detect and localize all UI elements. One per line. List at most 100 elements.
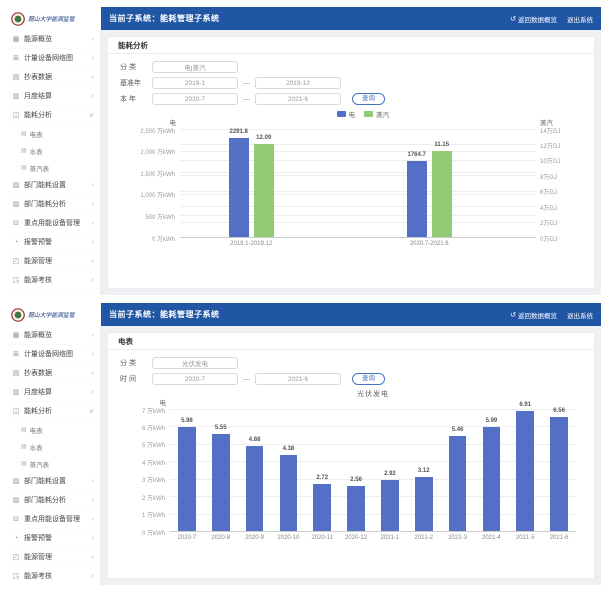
sidebar-item-11[interactable]: ◳ 能源考核 ‹ (6, 567, 100, 585)
sidebar-item-label: 月度结算 (24, 93, 52, 100)
sidebar-item-3[interactable]: ▤ 抄表数据 ‹ (6, 364, 100, 383)
sidebar-item-11[interactable]: ◳ 能源考核 ‹ (6, 271, 100, 290)
sidebar-item-label: 月度结算 (24, 389, 52, 396)
sidebar-item-5[interactable]: ◫ 能耗分析 ∨ (6, 106, 100, 125)
bar-electricity (406, 160, 427, 237)
gridline (170, 478, 576, 480)
dept-analysis-icon: ▨ (12, 201, 20, 208)
legend-item[interactable]: 电 (336, 109, 355, 119)
logout-link[interactable]: 退出系统 (567, 14, 593, 24)
sidebar-subitem-label: 水表 (29, 444, 43, 452)
return-overview-link[interactable]: ↺ 返回数据概览 (510, 14, 557, 24)
x-axis-category-label: 2020-11 (311, 535, 334, 541)
y-axis-tick-label: 0 万kWh (151, 236, 175, 243)
university-emblem-icon (11, 307, 25, 322)
sidebar-item-label: 部门能耗设置 (24, 478, 66, 485)
gridline (180, 144, 536, 146)
sidebar-subitem[interactable]: ▤ 电表 (6, 421, 100, 438)
sidebar-item-10[interactable]: ◰ 能源管理 ‹ (6, 252, 100, 271)
gridline (170, 513, 576, 515)
chevron-left-icon: ‹ (91, 369, 94, 377)
legend-item[interactable]: 蒸汽 (364, 109, 389, 119)
sidebar-subitem[interactable]: ▤ 电表 (6, 125, 100, 142)
bar-value-label: 5.99 (485, 417, 498, 424)
y-axis-tick-label: 6 万kWh (141, 425, 165, 432)
sidebar-item-9[interactable]: ◔ 报警预警 ‹ (6, 529, 100, 548)
x-axis-category-label: 2021-5 (515, 535, 535, 541)
sidebar-item-1[interactable]: ▦ 能源概览 ‹ (6, 326, 100, 345)
return-overview-link[interactable]: ↺ 返回数据概览 (510, 310, 557, 320)
main-area: 能耗分析 分 类 基准年 — 本 年 — (101, 30, 601, 295)
x-axis-category-label: 2021-4 (482, 535, 501, 541)
x-axis-category-label: 2020-8 (211, 535, 231, 541)
current-from-input[interactable] (152, 93, 238, 105)
sidebar-subitem[interactable]: ▤ 蒸汽表 (6, 159, 100, 176)
sidebar-item-label: 能耗分析 (24, 408, 52, 415)
sidebar-item-6[interactable]: ▧ 部门能耗设置 ‹ (6, 176, 100, 195)
logout-link[interactable]: 退出系统 (567, 310, 593, 320)
left-axis-title: 电 (169, 120, 177, 127)
logout-label: 退出系统 (567, 16, 593, 24)
search-button[interactable]: 查询 (352, 373, 385, 385)
logo-text: 麓山大学能源监管 (28, 17, 75, 23)
bar-value-label: 1764.7 (407, 151, 426, 158)
sidebar-subitem-label: 蒸汽表 (29, 461, 50, 469)
y-axis-tick-label: 0 万kWh (141, 530, 165, 537)
sidebar-item-9[interactable]: ◔ 报警预警 ‹ (6, 233, 100, 252)
current-year-row: 本 年 — 查询 (120, 93, 582, 105)
sidebar-item-2[interactable]: ⊞ 计量设备网络图 ‹ (6, 345, 100, 364)
sidebar-item-label: 部门能耗分析 (24, 497, 66, 504)
sidebar-item-8[interactable]: ⊟ 重点用能设备管理 ‹ (6, 510, 100, 529)
alarm-icon: ◔ (13, 534, 19, 542)
right-axis-title: 蒸汽 (540, 120, 553, 127)
bar-value-label: 11.15 (434, 141, 450, 148)
search-button[interactable]: 查询 (352, 93, 385, 105)
y-axis-tick-label: 1,000 万kWh (140, 193, 175, 200)
sidebar-item-8[interactable]: ⊟ 重点用能设备管理 ‹ (6, 214, 100, 233)
sidebar-item-2[interactable]: ⊞ 计量设备网络图 ‹ (6, 49, 100, 68)
y-axis-tick-label: 500 万kWh (145, 214, 175, 221)
chevron-left-icon: ‹ (91, 572, 94, 580)
sidebar-item-10[interactable]: ◰ 能源管理 ‹ (6, 548, 100, 567)
bar-value-label: 4.38 (282, 445, 295, 452)
overview-icon: ▦ (12, 332, 20, 339)
doc-icon: ▤ (21, 165, 27, 171)
sidebar-item-label: 计量设备网络图 (24, 351, 73, 358)
category-select[interactable] (152, 357, 238, 369)
sidebar-subitem[interactable]: ▤ 水表 (6, 142, 100, 159)
base-to-input[interactable] (255, 77, 341, 89)
current-to-input[interactable] (255, 93, 341, 105)
chart-title: 光伏发电 (357, 391, 389, 398)
assessment-icon: ◳ (12, 573, 20, 580)
sidebar-item-4[interactable]: ▥ 月度结算 ‹ (6, 383, 100, 402)
sidebar-item-3[interactable]: ▤ 抄表数据 ‹ (6, 68, 100, 87)
chevron-left-icon: ‹ (91, 496, 94, 504)
sidebar-subitem[interactable]: ▤ 水表 (6, 438, 100, 455)
bar-steam (253, 143, 274, 237)
alarm-icon: ◔ (13, 238, 19, 246)
x-axis-category-label: 2021-6 (549, 535, 569, 541)
sidebar-item-label: 报警预警 (24, 239, 52, 246)
sidebar-subitem[interactable]: ▤ 蒸汽表 (6, 455, 100, 472)
network-icon: ⊞ (13, 55, 19, 62)
legend-swatch (336, 111, 346, 117)
category-select[interactable] (152, 61, 238, 73)
time-from-input[interactable] (152, 373, 238, 385)
body-row: ▦ 能源概览 ‹ ⊞ 计量设备网络图 ‹ ▤ 抄表数据 ‹ ▥ 月度结算 ‹ ◫ 能耗分析 ∨ ▤ 电表 ▤ 水表 ▤… (6, 326, 601, 585)
sidebar-item-4[interactable]: ▥ 月度结算 ‹ (6, 87, 100, 106)
y-axis-right-tick-label: 4万GJ (540, 205, 558, 212)
logo-area: 麓山大学能源监管 (6, 7, 101, 30)
gridline (180, 221, 536, 223)
header-links: ↺ 返回数据概览 退出系统 (510, 14, 593, 24)
base-from-input[interactable] (152, 77, 238, 89)
sidebar-item-7[interactable]: ▨ 部门能耗分析 ‹ (6, 491, 100, 510)
sidebar-item-7[interactable]: ▨ 部门能耗分析 ‹ (6, 195, 100, 214)
sidebar-item-5[interactable]: ◫ 能耗分析 ∨ (6, 402, 100, 421)
y-axis-tick-label: 3 万kWh (141, 478, 165, 485)
y-axis-right-tick-label: 12万GJ (540, 143, 561, 150)
time-to-input[interactable] (255, 373, 341, 385)
gridline (180, 129, 536, 130)
chevron-left-icon: ‹ (91, 92, 94, 100)
sidebar-item-1[interactable]: ▦ 能源概览 ‹ (6, 30, 100, 49)
sidebar-item-6[interactable]: ▧ 部门能耗设置 ‹ (6, 472, 100, 491)
